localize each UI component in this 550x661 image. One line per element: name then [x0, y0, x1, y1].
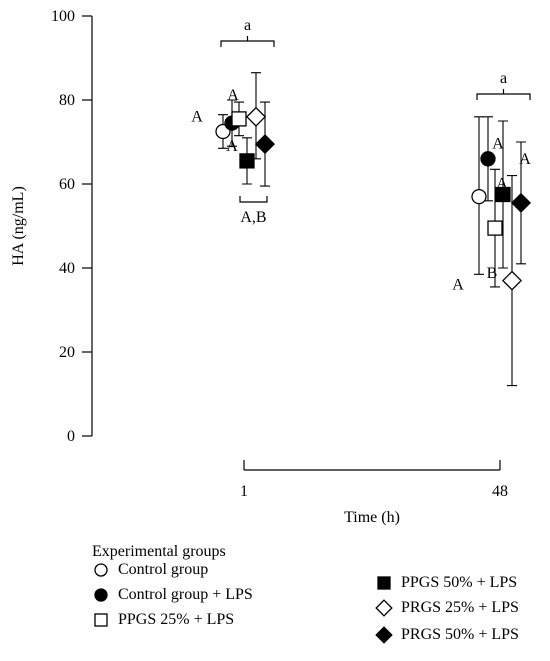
data-point [480, 151, 496, 167]
data-point [471, 188, 487, 205]
group-letter: a [500, 70, 507, 87]
group-bracket [220, 36, 275, 47]
data-point [239, 153, 255, 169]
y-axis: 0 20 40 60 80 100 HA (ng/mL) [10, 8, 93, 445]
group-bracket [239, 196, 268, 203]
x-axis: 1 48 Time (h) [240, 460, 508, 526]
group-letter: A,B [240, 209, 266, 226]
data-point [231, 111, 247, 127]
x-tick-label: 48 [492, 483, 508, 500]
group-bracket [476, 89, 531, 100]
point-label: A [227, 87, 239, 104]
y-tick-label: 80 [59, 92, 75, 109]
data-point [245, 106, 267, 127]
group-annotations: a A,B a [220, 17, 531, 226]
group-letter: a [244, 17, 251, 34]
error-bars [218, 72, 526, 387]
data-point [487, 220, 503, 236]
y-tick-label: 100 [51, 8, 75, 25]
data-point [495, 186, 511, 203]
data-point [510, 192, 532, 213]
point-label: A [452, 277, 464, 294]
x-axis-label: Time (h) [344, 509, 400, 526]
y-tick-label: 0 [67, 428, 75, 445]
x-ticks: 1 48 [240, 460, 508, 500]
point-label: B [487, 265, 498, 282]
data-point [254, 134, 276, 155]
point-label: A [496, 176, 508, 193]
data-point [501, 270, 523, 291]
y-tick-label: 20 [59, 344, 75, 361]
point-label: A [226, 138, 238, 155]
data-markers [215, 106, 532, 291]
point-label: A [191, 109, 203, 126]
y-ticks: 0 20 40 60 80 100 [51, 8, 92, 445]
y-tick-label: 40 [59, 260, 75, 277]
y-axis-label: HA (ng/mL) [10, 186, 27, 266]
x-tick-label: 1 [240, 483, 248, 500]
point-label: A [492, 136, 504, 153]
y-tick-label: 60 [59, 176, 75, 193]
point-label: A [519, 151, 531, 168]
